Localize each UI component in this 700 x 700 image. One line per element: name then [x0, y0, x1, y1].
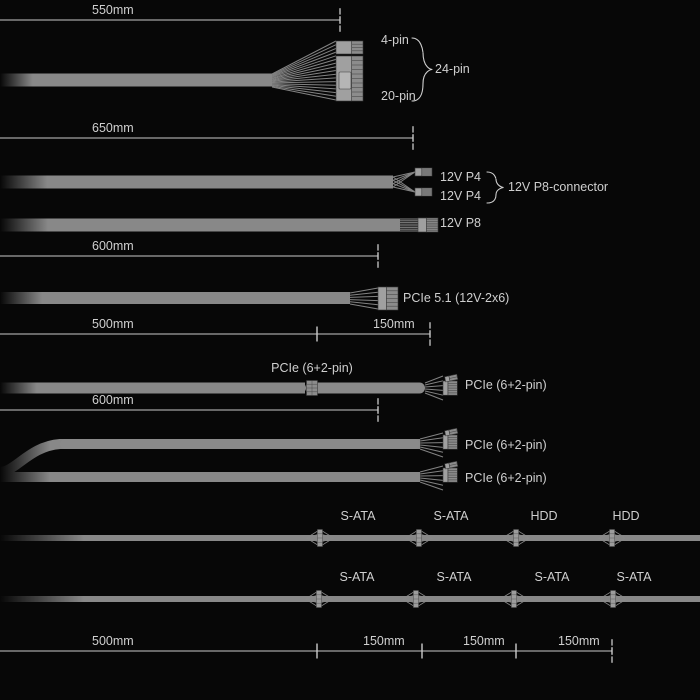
svg-text:150mm: 150mm	[463, 634, 505, 648]
svg-text:4-pin: 4-pin	[381, 33, 409, 47]
svg-text:150mm: 150mm	[558, 634, 600, 648]
svg-text:S-ATA: S-ATA	[535, 570, 571, 584]
svg-text:150mm: 150mm	[373, 317, 415, 331]
svg-text:600mm: 600mm	[92, 393, 134, 407]
svg-text:12V P4: 12V P4	[440, 170, 481, 184]
svg-text:12V P8: 12V P8	[440, 216, 481, 230]
svg-text:500mm: 500mm	[92, 634, 134, 648]
svg-text:24-pin: 24-pin	[435, 62, 470, 76]
svg-text:PCIe 5.1 (12V-2x6): PCIe 5.1 (12V-2x6)	[403, 291, 509, 305]
svg-text:150mm: 150mm	[363, 634, 405, 648]
svg-text:S-ATA: S-ATA	[341, 509, 377, 523]
svg-text:12V P8-connector: 12V P8-connector	[508, 180, 608, 194]
svg-text:S-ATA: S-ATA	[434, 509, 470, 523]
svg-text:500mm: 500mm	[92, 317, 134, 331]
svg-text:PCIe (6+2-pin): PCIe (6+2-pin)	[465, 471, 547, 485]
svg-text:S-ATA: S-ATA	[340, 570, 376, 584]
svg-text:600mm: 600mm	[92, 239, 134, 253]
svg-text:12V P4: 12V P4	[440, 189, 481, 203]
svg-text:650mm: 650mm	[92, 121, 134, 135]
svg-text:20-pin: 20-pin	[381, 89, 416, 103]
svg-text:S-ATA: S-ATA	[617, 570, 653, 584]
svg-text:S-ATA: S-ATA	[437, 570, 473, 584]
svg-text:PCIe (6+2-pin): PCIe (6+2-pin)	[465, 378, 547, 392]
svg-text:HDD: HDD	[612, 509, 639, 523]
svg-text:PCIe (6+2-pin): PCIe (6+2-pin)	[271, 361, 353, 375]
svg-text:PCIe (6+2-pin): PCIe (6+2-pin)	[465, 438, 547, 452]
svg-text:550mm: 550mm	[92, 3, 134, 17]
svg-text:HDD: HDD	[530, 509, 557, 523]
